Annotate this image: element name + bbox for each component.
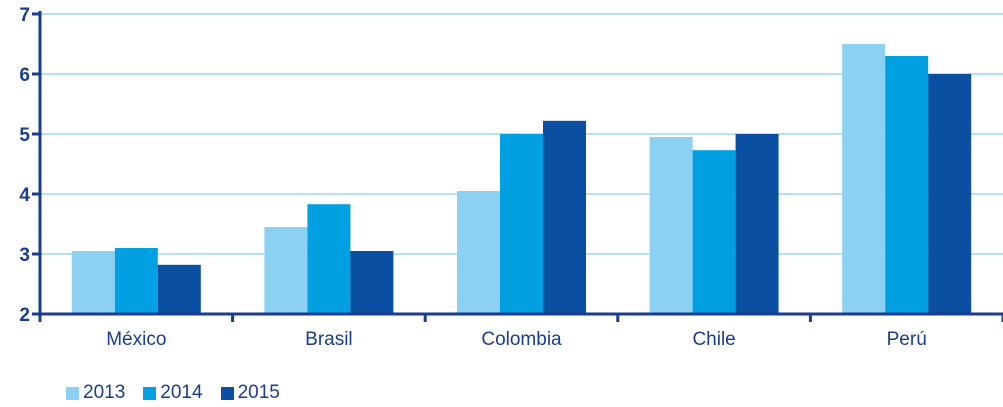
axis-labels: 2 3 4 5 6 7 México Brasil Colombia Chile Perú [19,5,926,350]
x-tick-label: Chile [692,329,735,350]
bar-chart: 2 3 4 5 6 7 México Brasil Colombia Chile Perú [19,5,1003,350]
bar-2014 [500,134,543,314]
y-tick-label: 7 [19,5,30,26]
bar-2015 [157,264,201,314]
legend-swatch-2014 [143,386,157,400]
bar-2013 [457,191,500,314]
x-tick-label: Perú [887,329,927,350]
bar-2014 [307,204,351,314]
x-tick-label: Colombia [481,329,562,350]
legend-swatch-2013 [66,386,79,400]
y-tick-label: 5 [19,125,30,146]
bar-2014 [692,150,736,314]
y-tick-label: 6 [19,65,30,86]
bar-2015 [543,120,586,314]
bar-2015 [735,134,779,314]
y-tick-label: 2 [19,305,30,326]
legend-label-2015: 2015 [237,382,280,403]
bars [71,44,972,314]
bar-2013 [649,137,693,314]
legend-item-2013: 2013 [66,382,125,404]
bar-2014 [114,248,158,314]
legend-item-2014: 2014 [143,382,203,404]
x-tick-label: México [106,329,166,350]
bar-2015 [928,74,972,314]
bar-2013 [842,44,886,314]
bar-2013 [264,227,308,314]
bar-2014 [885,56,929,314]
legend: 2013 2014 2015 [66,382,280,404]
bar-2015 [350,251,394,314]
axes [32,11,1003,322]
x-tick-label: Brasil [305,329,353,350]
legend-label-2013: 2013 [83,382,126,403]
y-tick-label: 3 [19,245,30,266]
legend-item-2015: 2015 [220,382,280,404]
legend-swatch-2015 [220,386,234,400]
y-tick-label: 4 [19,185,30,206]
legend-label-2014: 2014 [160,382,203,403]
bar-2013 [71,251,115,314]
